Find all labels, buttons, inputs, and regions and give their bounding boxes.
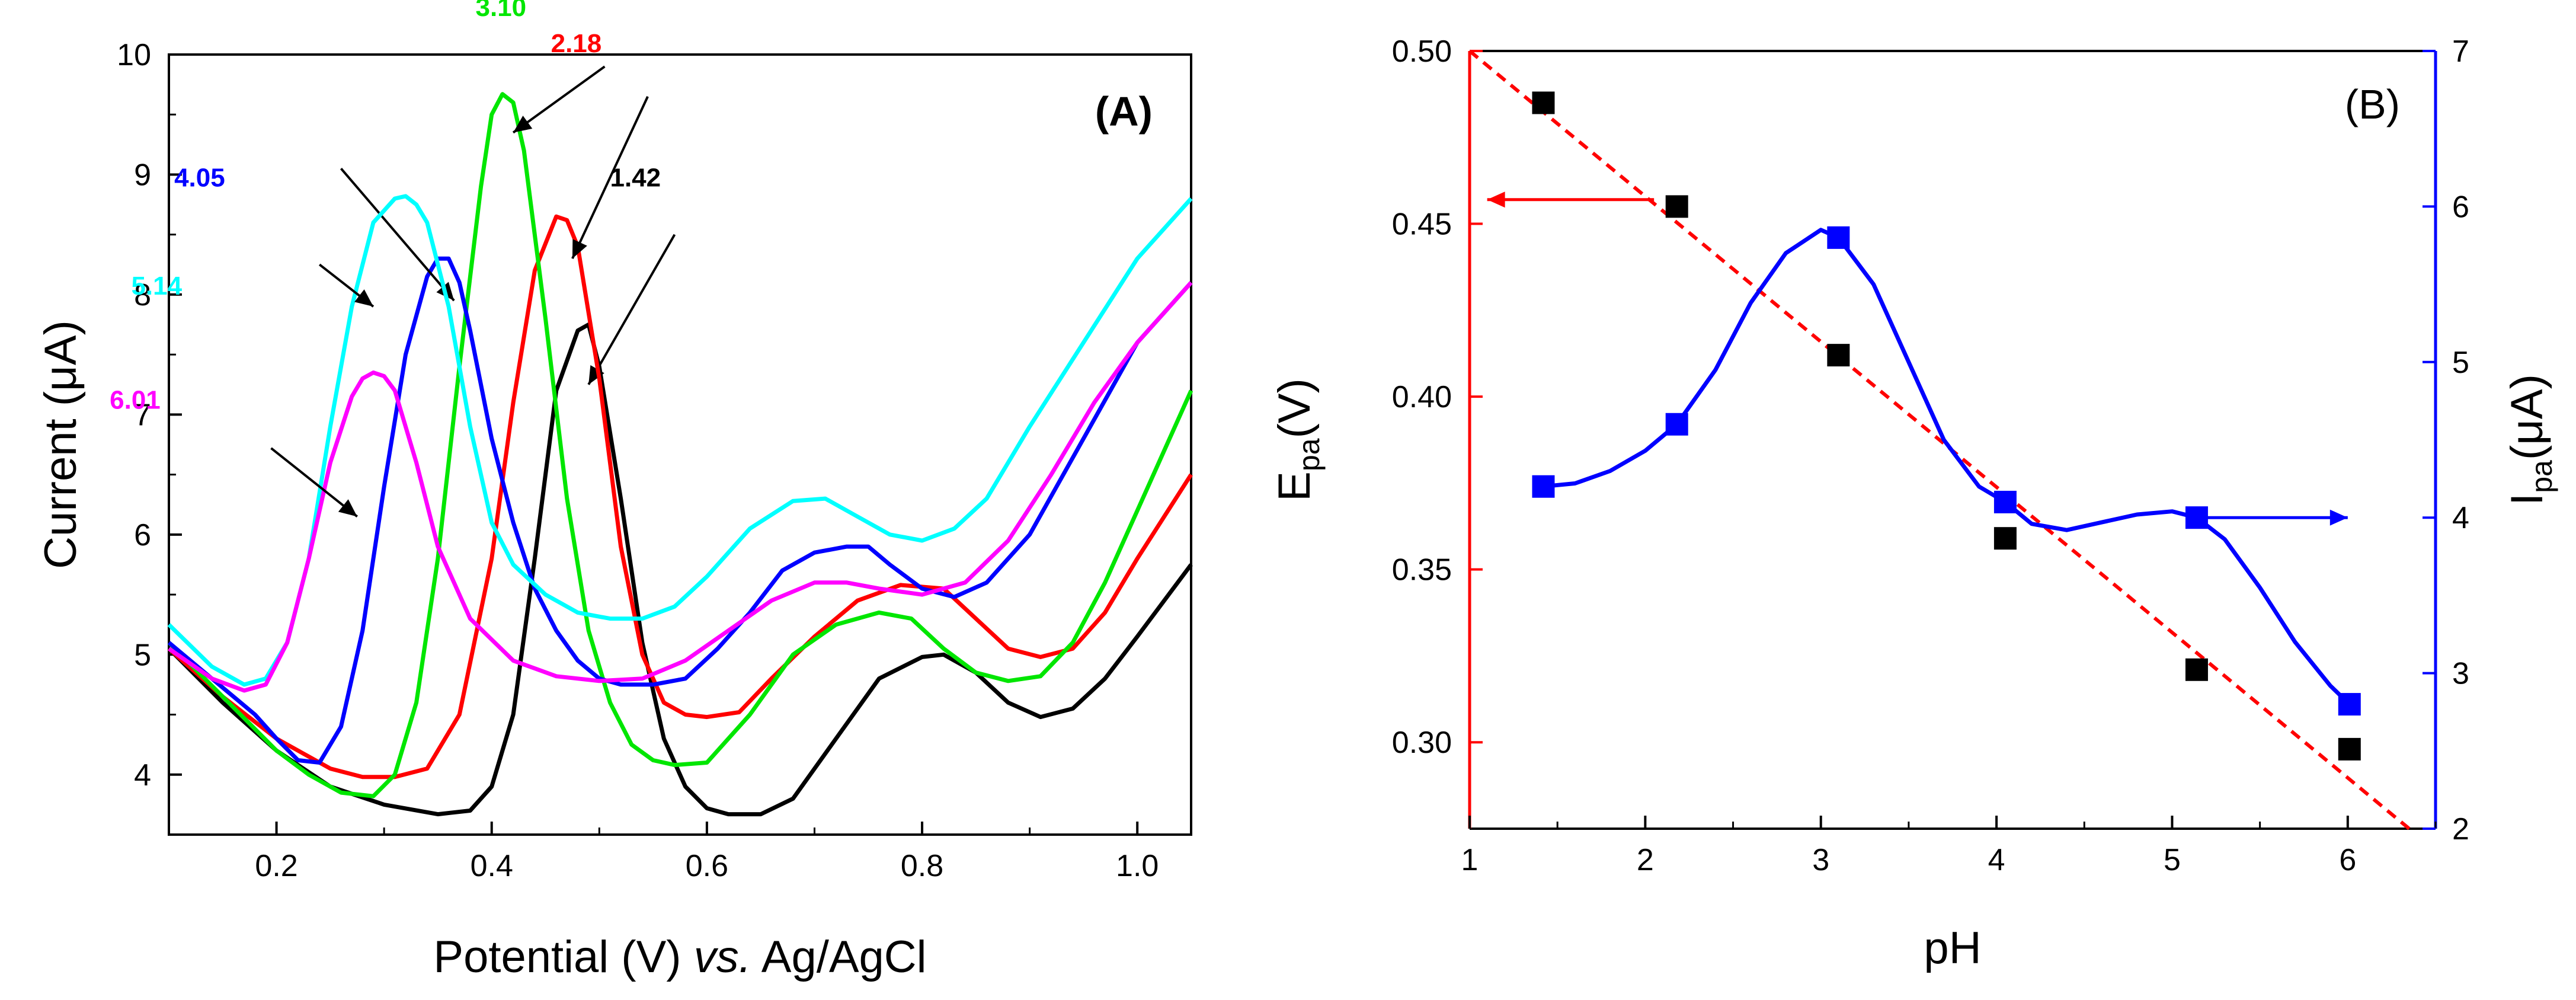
series-arrow-5.14-head	[354, 289, 373, 307]
x-tick-label-b: 1	[1461, 843, 1479, 877]
epa-marker	[1532, 91, 1555, 114]
epa-fit-line	[1468, 49, 2411, 830]
x-tick-label-b: 2	[1637, 843, 1654, 877]
ipa-marker	[1993, 490, 2017, 513]
panel-a: 0.2 0.4 0.6 0.8 1.0 4 5 6 7 8 9 10 Potential (V) vs.…	[36, 0, 1193, 982]
x-tick-label-a: 0.6	[686, 849, 728, 883]
y-left-title-sub: pa	[1292, 438, 1326, 471]
series-label-6.01: 6.01	[110, 385, 161, 414]
y-tick-label-a: 10	[117, 38, 151, 72]
plot-frame-a	[168, 53, 1192, 836]
ipa-marker	[2185, 506, 2208, 529]
series-arrow-6.01	[270, 447, 359, 518]
x-axis-title-a: Potential (V) vs. Ag/AgCl	[433, 932, 926, 982]
y-tick-label-a: 4	[134, 758, 151, 793]
series-arrow-1.42-head	[588, 365, 604, 385]
series-line-3.10	[167, 92, 1193, 798]
y-right-tick-label-b: 2	[2452, 812, 2469, 846]
epa-marker	[1827, 344, 1850, 367]
y-left-tick-label-b: 0.35	[1392, 553, 1452, 587]
epa-marker	[2338, 737, 2361, 761]
series-label-2.18: 2.18	[551, 29, 602, 58]
y-left-title-unit: (V)	[1269, 378, 1320, 438]
series-line-6.01	[167, 281, 1193, 693]
y-left-title-main: E	[1269, 471, 1320, 501]
epa-axis-arrow-head	[1487, 191, 1505, 208]
epa-marker	[2185, 658, 2208, 681]
epa-marker	[1993, 527, 2017, 550]
series-line-1.42	[167, 322, 1193, 817]
series-label-1.42: 1.42	[610, 164, 661, 193]
x-axis-title-part: vs.	[694, 932, 751, 982]
x-axis-title-part: Ag/AgCl	[751, 932, 927, 982]
x-tick-label-a: 0.2	[255, 849, 297, 883]
ipa-curve	[1543, 228, 2351, 706]
ipa-marker	[1665, 413, 1688, 436]
y-left-tick-label-b: 0.45	[1392, 207, 1452, 242]
series-arrow-6.01-head	[338, 499, 357, 517]
y-tick-label-a: 6	[134, 518, 151, 552]
y-tick-label-a: 9	[134, 158, 151, 192]
series-line-2.18	[167, 214, 1193, 779]
y-right-tick-label-b: 7	[2452, 34, 2469, 69]
x-tick-label-b: 3	[1812, 843, 1829, 877]
ipa-axis-arrow-head	[2329, 509, 2348, 526]
y-tick-label-a: 7	[134, 398, 151, 432]
series-arrow-3.10-head	[513, 116, 533, 133]
y-tick-label-a: 8	[134, 278, 151, 312]
x-axis-title-b: pH	[1924, 923, 1981, 973]
y-right-tick-label-b: 3	[2452, 657, 2469, 691]
x-tick-label-a: 0.4	[471, 849, 513, 883]
y-axis-title-a: Current (μA)	[36, 320, 86, 569]
y-right-tick-label-b: 6	[2452, 190, 2469, 224]
y-right-title-main: I	[2502, 493, 2552, 506]
ipa-marker	[1827, 226, 1850, 249]
series-line-4.05	[167, 256, 1193, 765]
series-arrow-1.42	[587, 234, 676, 385]
series-line-5.14	[167, 194, 1193, 687]
epa-marker	[1665, 195, 1688, 218]
x-tick-label-b: 4	[1988, 843, 2005, 877]
y-right-axis-title-b: Ipa(μA)	[2502, 374, 2558, 506]
ipa-marker	[1532, 475, 1555, 498]
series-label-3.10: 3.10	[476, 0, 527, 22]
series-arrow-2.18	[571, 96, 649, 260]
y-right-title-sub: pa	[2525, 460, 2558, 493]
ipa-marker	[2338, 693, 2361, 716]
panel-b: 1 2 3 4 5 60.300.350.400.450.50234567pHEpa(V)…	[1269, 34, 2558, 973]
series-arrow-4.05	[340, 168, 455, 302]
x-tick-label-a: 0.8	[901, 849, 943, 883]
x-tick-label-b: 6	[2339, 843, 2356, 877]
panel-label-a: (A)	[1095, 88, 1153, 135]
series-label-4.05: 4.05	[174, 164, 225, 193]
y-left-tick-label-b: 0.40	[1392, 380, 1452, 414]
y-left-axis-title-b: Epa(V)	[1269, 378, 1326, 501]
series-arrow-3.10	[512, 65, 606, 134]
series-label-5.14: 5.14	[131, 271, 182, 301]
x-tick-label-b: 5	[2164, 843, 2181, 877]
x-tick-label-a: 1.0	[1116, 849, 1159, 883]
x-axis-title-part: Potential (V)	[433, 932, 693, 982]
y-left-tick-label-b: 0.50	[1392, 34, 1452, 69]
series-arrow-2.18-head	[572, 239, 587, 259]
y-right-tick-label-b: 5	[2452, 346, 2469, 380]
y-right-tick-label-b: 4	[2452, 501, 2469, 535]
panel-label-b: (B)	[2345, 81, 2400, 127]
y-right-title-unit: (μA)	[2502, 374, 2552, 460]
y-tick-label-a: 5	[134, 638, 151, 672]
y-left-tick-label-b: 0.30	[1392, 726, 1452, 760]
